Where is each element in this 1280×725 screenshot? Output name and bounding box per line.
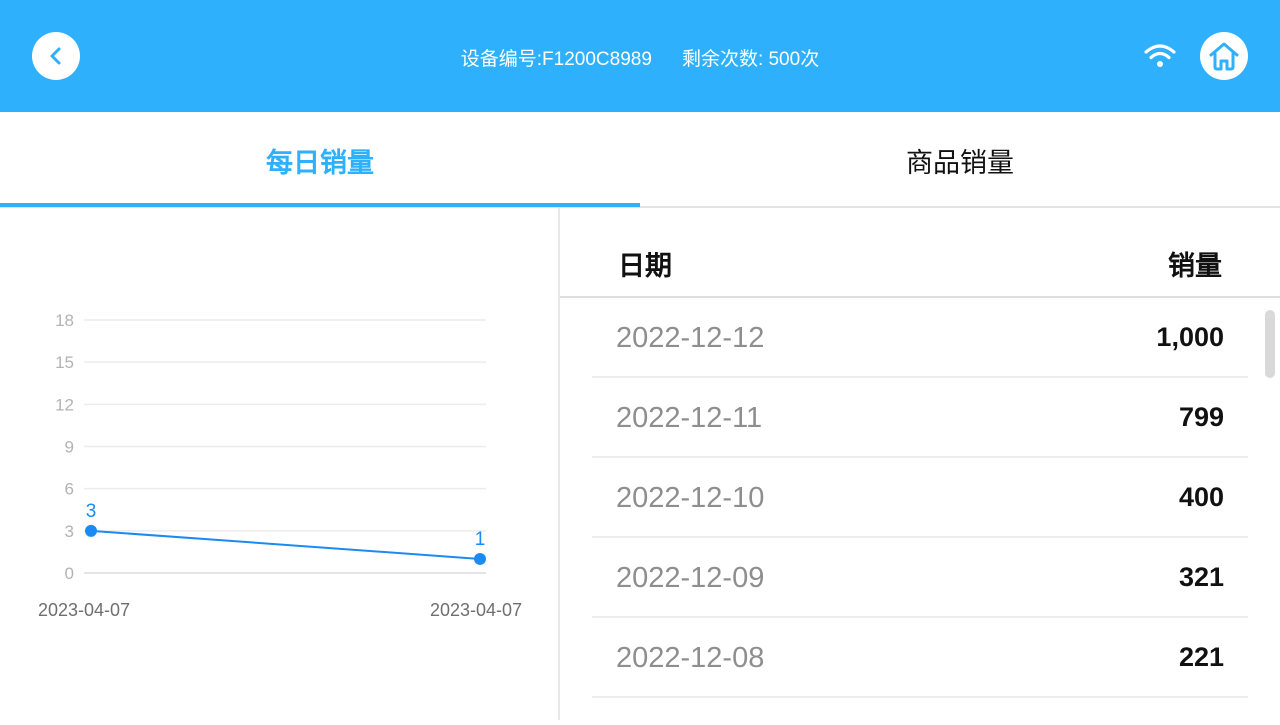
device-number: 设备编号:F1200C8989 xyxy=(460,49,652,70)
column-header-date: 日期 xyxy=(618,251,672,281)
row-sales: 799 xyxy=(1178,402,1224,432)
top-bar: 设备编号:F1200C8989 剩余次数: 500次 xyxy=(0,0,1280,112)
column-header-sales: 销量 xyxy=(1168,251,1222,281)
chevron-left-icon xyxy=(50,47,61,65)
device-info: 设备编号:F1200C8989 剩余次数: 500次 xyxy=(0,44,1280,71)
series-line xyxy=(90,529,481,560)
table-row[interactable]: 2022-12-10 400 xyxy=(592,458,1248,538)
home-icon xyxy=(1209,42,1239,71)
x-tick-label: 2023-04-07 xyxy=(430,600,522,620)
table-row[interactable]: 2022-12-08 221 xyxy=(592,618,1248,698)
row-sales: 400 xyxy=(1178,482,1224,512)
row-sales: 221 xyxy=(1178,642,1224,672)
tab-daily-sales[interactable]: 每日销量 xyxy=(266,147,374,178)
tab-product-sales[interactable]: 商品销量 xyxy=(906,147,1014,178)
row-sales: 1,000 xyxy=(1156,322,1224,352)
table-row[interactable]: 2022-12-12 1,000 xyxy=(592,298,1248,378)
data-point xyxy=(85,524,97,537)
table-scrollbar[interactable] xyxy=(1265,310,1275,378)
y-tick-label: 9 xyxy=(65,438,74,457)
tab-bar: 每日销量 商品销量 xyxy=(0,112,1280,208)
y-tick-label: 12 xyxy=(55,395,74,414)
panel-divider xyxy=(558,208,560,720)
wifi-icon xyxy=(1140,40,1180,72)
y-tick-label: 0 xyxy=(65,564,74,583)
active-tab-indicator xyxy=(0,203,640,207)
y-tick-label: 6 xyxy=(65,480,74,499)
row-date: 2022-12-09 xyxy=(616,562,765,594)
table-row[interactable]: 2022-12-11 799 xyxy=(592,378,1248,458)
home-button[interactable] xyxy=(1200,32,1248,80)
row-date: 2022-12-08 xyxy=(616,642,765,674)
remaining-count: 剩余次数: 500次 xyxy=(681,49,820,70)
table-row[interactable]: 2022-12-09 321 xyxy=(592,538,1248,618)
x-tick-label: 2023-04-07 xyxy=(38,600,130,620)
row-date: 2022-12-12 xyxy=(616,322,765,354)
row-date: 2022-12-11 xyxy=(616,402,763,434)
row-date: 2022-12-10 xyxy=(616,482,765,514)
y-tick-label: 18 xyxy=(55,311,74,330)
data-label: 1 xyxy=(475,529,486,550)
data-point xyxy=(474,552,486,565)
back-button[interactable] xyxy=(32,32,80,80)
sales-table: 日期 销量 2022-12-12 1,000 2022-12-11 799 20… xyxy=(560,208,1280,720)
daily-sales-chart: 0 3 6 9 12 15 18 2023-04-07 2023-04-07 3 1 xyxy=(0,208,559,720)
table-header: 日期 销量 xyxy=(560,208,1280,298)
y-tick-label: 15 xyxy=(55,353,74,372)
y-tick-label: 3 xyxy=(65,522,74,541)
data-label: 3 xyxy=(86,501,97,522)
row-sales: 321 xyxy=(1178,562,1224,592)
